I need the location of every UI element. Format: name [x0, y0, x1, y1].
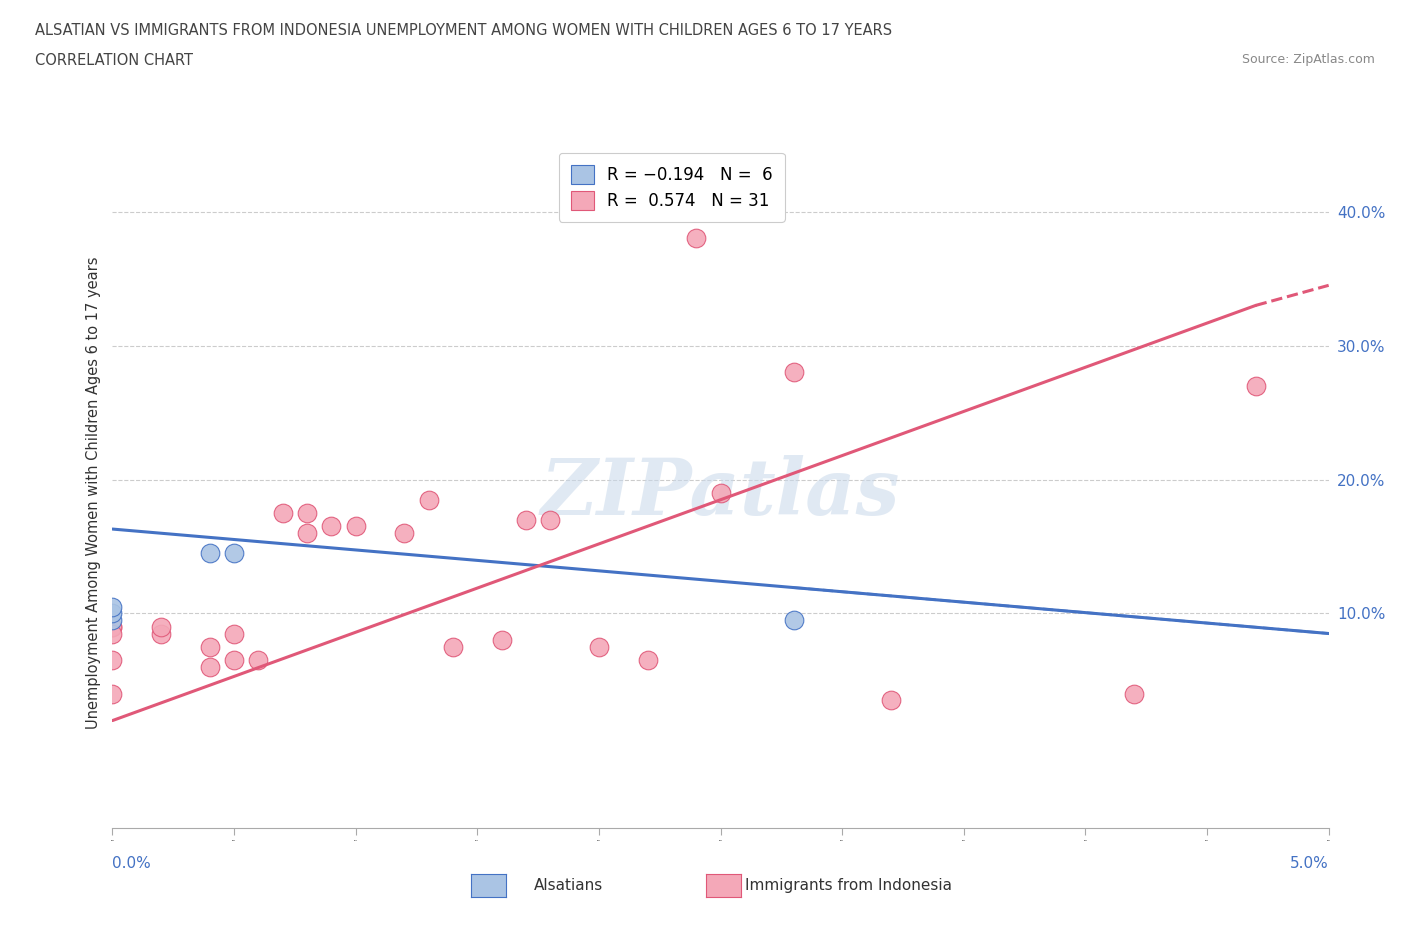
Point [709, 485, 731, 500]
Text: 5.0%: 5.0% [1289, 856, 1329, 870]
Point [418, 492, 440, 507]
Point [247, 653, 270, 668]
Point [491, 632, 513, 647]
Point [782, 613, 804, 628]
Point [1123, 686, 1146, 701]
Point [198, 640, 221, 655]
Point [101, 613, 124, 628]
Point [101, 626, 124, 641]
Text: ZIPatlas: ZIPatlas [541, 455, 900, 531]
Point [222, 546, 246, 561]
Point [588, 640, 610, 655]
Point [101, 686, 124, 701]
Point [321, 519, 343, 534]
Point [637, 653, 659, 668]
Point [101, 606, 124, 621]
Point [295, 506, 318, 521]
Point [685, 231, 707, 246]
Point [101, 619, 124, 634]
Text: Source: ZipAtlas.com: Source: ZipAtlas.com [1241, 53, 1375, 66]
Point [101, 619, 124, 634]
Point [150, 619, 173, 634]
Y-axis label: Unemployment Among Women with Children Ages 6 to 17 years: Unemployment Among Women with Children A… [86, 257, 101, 729]
Point [538, 512, 561, 527]
Text: ALSATIAN VS IMMIGRANTS FROM INDONESIA UNEMPLOYMENT AMONG WOMEN WITH CHILDREN AGE: ALSATIAN VS IMMIGRANTS FROM INDONESIA UN… [35, 23, 893, 38]
Point [344, 519, 367, 534]
Point [222, 653, 246, 668]
Point [515, 512, 537, 527]
Text: Alsatians: Alsatians [534, 878, 603, 893]
Point [295, 525, 318, 540]
Point [394, 525, 416, 540]
Text: 0.0%: 0.0% [112, 856, 152, 870]
Text: CORRELATION CHART: CORRELATION CHART [35, 53, 193, 68]
Point [271, 506, 294, 521]
Point [101, 653, 124, 668]
Point [198, 659, 221, 674]
Point [441, 640, 464, 655]
Point [150, 626, 173, 641]
Point [101, 599, 124, 614]
Point [880, 693, 903, 708]
Point [222, 626, 246, 641]
Point [1244, 379, 1267, 393]
Text: Immigrants from Indonesia: Immigrants from Indonesia [745, 878, 952, 893]
Legend: R = −0.194   N =  6, R =  0.574   N = 31: R = −0.194 N = 6, R = 0.574 N = 31 [560, 153, 785, 221]
Point [198, 546, 221, 561]
Point [782, 365, 804, 379]
